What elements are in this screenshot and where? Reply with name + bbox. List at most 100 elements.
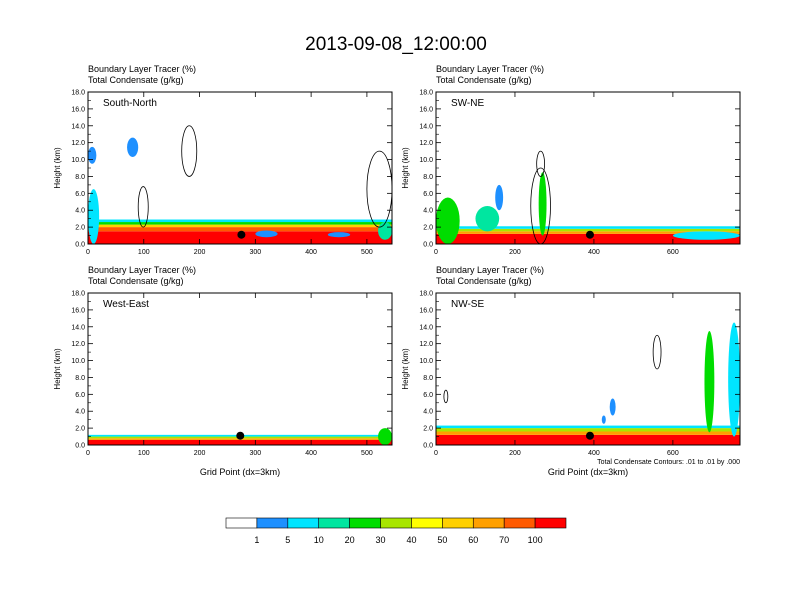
y-tick-label: 18.0 [419,90,433,97]
y-tick-label: 12.0 [71,341,85,348]
y-tick-label: 16.0 [71,106,85,113]
panel-1: 0.0 2.0 4.0 6.0 8.0 10.0 12.0 14.0 16.0 18.0 0 100 2… [53,64,393,256]
y-tick-label: 16.0 [419,106,433,113]
y-tick-label: 10.0 [71,157,85,164]
panel-3: 0.0 2.0 4.0 6.0 8.0 10.0 12.0 14.0 16.0 18.0 0 100 2… [53,265,393,477]
y-tick-label: 18.0 [419,291,433,298]
panel-subtitle-condensate: Total Condensate (g/kg) [88,276,184,286]
colorbar-label: 5 [285,535,290,545]
y-axis-label: Height (km) [53,147,62,189]
y-tick-label: 0.0 [75,242,85,249]
panel-subtitle-condensate: Total Condensate (g/kg) [88,75,184,85]
y-tick-label: 10.0 [71,358,85,365]
tracer-band [436,226,740,229]
tracer-band [88,224,392,228]
panel-subtitle-tracer: Boundary Layer Tracer (%) [436,265,544,275]
colorbar-swatch [349,517,381,529]
panel-label: NW-SE [451,299,484,310]
tracer-band [436,233,740,244]
colorbar-swatch [256,517,289,529]
figure-title: 2013-09-08_12:00:00 [305,34,487,55]
colorbar-label: 20 [345,535,355,545]
y-tick-label: 2.0 [423,225,433,232]
colorbar-label: 60 [468,535,478,545]
colorbar-swatch [534,517,567,529]
y-tick-label: 2.0 [75,426,85,433]
colorbar-swatch [472,517,505,529]
y-axis-label: Height (km) [401,147,410,189]
colorbar-label: 1 [254,535,259,545]
location-marker [237,230,246,239]
y-tick-label: 8.0 [75,174,85,181]
x-tick-label: 0 [86,450,90,457]
colorbar-swatch [318,517,350,529]
colorbar-label: 40 [406,535,416,545]
x-tick-label: 100 [138,249,150,256]
y-tick-label: 6.0 [423,392,433,399]
x-tick-label: 0 [434,249,438,256]
contour-note: Total Condensate Contours: .01 to .01 by… [597,459,740,466]
panel-2: 0.0 2.0 4.0 6.0 8.0 10.0 12.0 14.0 16.0 18.0 0 200 4… [401,64,741,256]
y-tick-label: 10.0 [419,358,433,365]
x-tick-label: 500 [361,249,373,256]
panel-subtitle-tracer: Boundary Layer Tracer (%) [88,265,196,275]
y-tick-label: 0.0 [75,443,85,450]
y-tick-label: 14.0 [419,324,433,331]
tracer-band [436,425,740,429]
x-tick-label: 400 [305,249,317,256]
x-tick-label: 200 [509,450,521,457]
x-tick-label: 300 [249,249,261,256]
tracer-band [436,228,740,232]
colorbar-swatch [287,517,320,529]
condensate-contour [366,150,392,228]
y-tick-label: 6.0 [75,392,85,399]
x-tick-label: 600 [667,249,679,256]
tracer-band [88,227,392,232]
x-tick-label: 200 [194,249,206,256]
tracer-patch [255,230,278,238]
panel-subtitle-condensate: Total Condensate (g/kg) [436,276,532,286]
y-tick-label: 2.0 [75,225,85,232]
y-tick-label: 14.0 [71,123,85,130]
tracer-patch [378,222,392,240]
y-tick-label: 4.0 [423,208,433,215]
tracer-patch [378,428,392,445]
y-axis-label: Height (km) [401,348,410,390]
y-tick-label: 12.0 [71,140,85,147]
y-tick-label: 14.0 [71,324,85,331]
location-marker [585,431,594,440]
colorbar-swatch [442,517,474,529]
location-marker [585,230,594,239]
panel-label: SW-NE [451,98,484,109]
x-tick-label: 0 [434,450,438,457]
panel-subtitle-tracer: Boundary Layer Tracer (%) [88,64,196,74]
y-tick-label: 6.0 [423,191,433,198]
tracer-patch [327,232,351,238]
colorbar-label: 70 [499,535,509,545]
y-tick-label: 12.0 [419,341,433,348]
y-tick-label: 6.0 [75,191,85,198]
tracer-patch [601,415,606,424]
colorbar-swatch [380,517,412,529]
panel-label: West-East [103,299,149,310]
tracer-patch [88,189,100,244]
tracer-patch [672,231,740,240]
panel-label: South-North [103,98,157,109]
tracer-patch [704,331,715,433]
plot-area [88,293,392,445]
y-tick-label: 2.0 [423,426,433,433]
x-tick-label: 600 [667,450,679,457]
colorbar-label: 50 [437,535,447,545]
x-tick-label: 0 [86,249,90,256]
tracer-patch [88,146,97,164]
tracer-patch [495,184,504,211]
condensate-contour [536,150,545,177]
y-tick-label: 4.0 [75,208,85,215]
x-axis-label: Grid Point (dx=3km) [200,467,280,477]
tracer-band [88,222,392,225]
x-tick-label: 200 [509,249,521,256]
x-tick-label: 200 [194,450,206,457]
tracer-band [88,219,392,223]
condensate-contour [443,389,449,404]
x-tick-label: 100 [138,450,150,457]
